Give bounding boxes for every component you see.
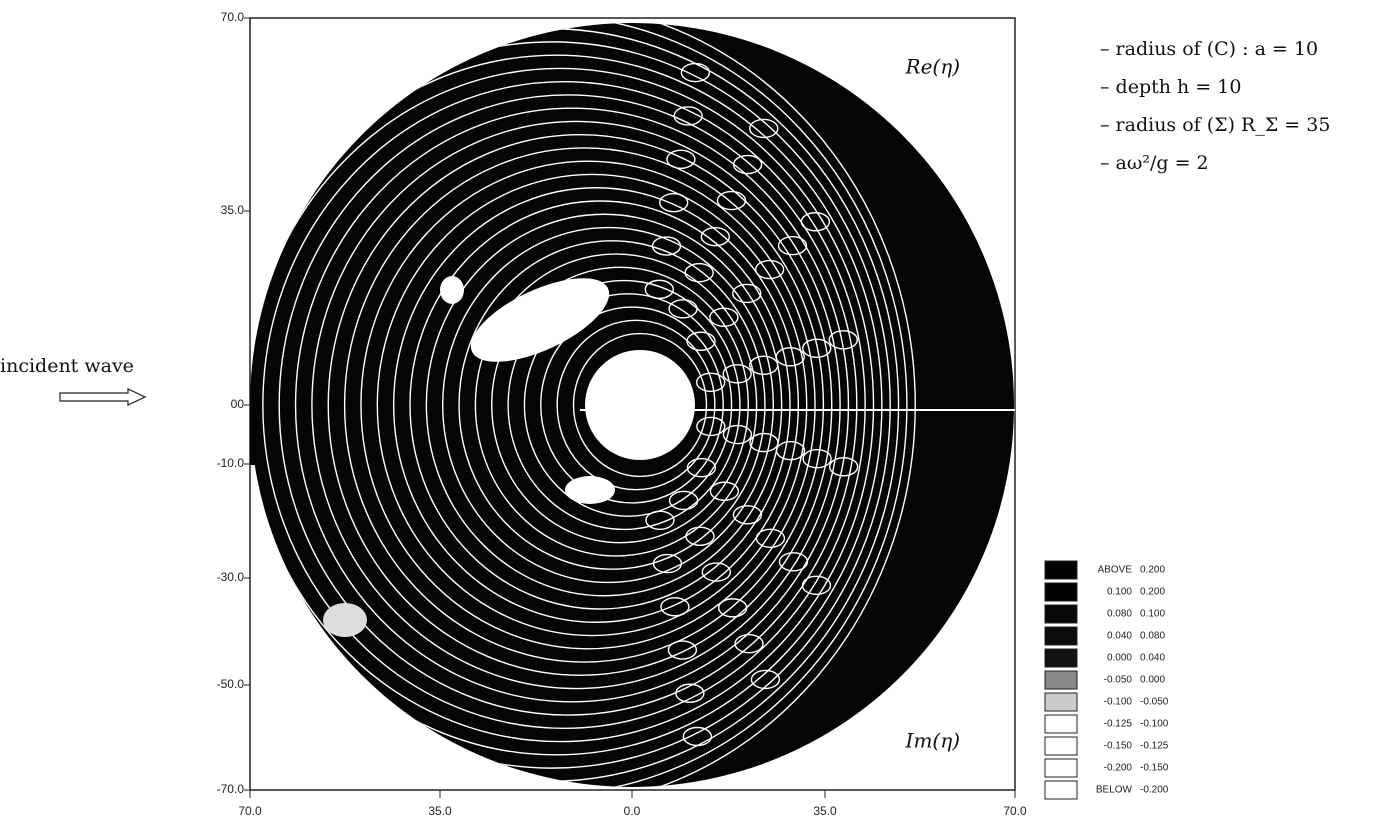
legend-swatch [1045,649,1077,667]
legend-swatch [1045,693,1077,711]
legend-low: 0.040 [1107,631,1132,642]
x-tick-label: 35.0 [813,804,837,818]
incident-label: incident wave [0,355,134,377]
legend-swatch [1045,583,1077,601]
legend-high: 0.040 [1140,653,1165,664]
legend-low: BELOW [1096,785,1133,796]
legend-high: -0.125 [1140,741,1169,752]
legend-low: -0.200 [1104,763,1133,774]
legend-low: -0.050 [1104,675,1133,686]
legend-swatch [1045,781,1077,799]
y-tick-label: -10.0 [217,456,245,470]
legend-swatch [1045,759,1077,777]
y-tick-label: 70.0 [221,10,245,24]
legend-low: -0.125 [1104,719,1133,730]
y-tick-label: -30.0 [217,570,245,584]
y-tick-label: -50.0 [217,677,245,691]
legend-low: -0.100 [1104,697,1133,708]
cylinder [585,350,695,460]
legend-high: 0.200 [1140,565,1165,576]
legend-high: -0.100 [1140,719,1169,730]
legend-high: -0.050 [1140,697,1169,708]
legend-low: 0.000 [1107,653,1132,664]
note: – depth h = 10 [1100,76,1241,98]
legend-high: 0.000 [1140,675,1165,686]
figure: Re(η) Im(η) 70.0 35.0 00 -10.0 -30.0 -50.0 -70… [0,0,1397,824]
legend-high: -0.150 [1140,763,1169,774]
legend-high: -0.200 [1140,785,1169,796]
x-tick-label: 70.0 [1003,804,1027,818]
incident-arrow [60,389,145,405]
y-tick-label: -70.0 [217,782,245,796]
x-tick-label: 70.0 [238,804,262,818]
y-tick-label: 35.0 [221,203,245,217]
legend-swatch [1045,715,1077,733]
legend-high: 0.080 [1140,631,1165,642]
legend-low: ABOVE [1098,565,1133,576]
legend-low: 0.100 [1107,587,1132,598]
note: – aω²/g = 2 [1100,152,1209,174]
legend-swatch [1045,627,1077,645]
note: – radius of (C) : a = 10 [1100,38,1318,60]
y-tick-label: 00 [231,397,245,411]
legend-swatch [1045,737,1077,755]
x-tick-label: 35.0 [428,804,452,818]
im-label: Im(η) [905,729,960,753]
x-tick-label: 0.0 [624,804,641,818]
legend-swatch [1045,671,1077,689]
bright-zone [440,276,464,304]
legend-swatch [1045,605,1077,623]
bright-zone [323,603,367,637]
legend-low: 0.080 [1107,609,1132,620]
legend-swatch [1045,561,1077,579]
legend-high: 0.200 [1140,587,1165,598]
legend-high: 0.100 [1140,609,1165,620]
note: – radius of (Σ) R_Σ = 35 [1100,114,1330,136]
bright-zone [565,476,615,504]
legend-low: -0.150 [1104,741,1133,752]
re-label: Re(η) [905,55,960,79]
